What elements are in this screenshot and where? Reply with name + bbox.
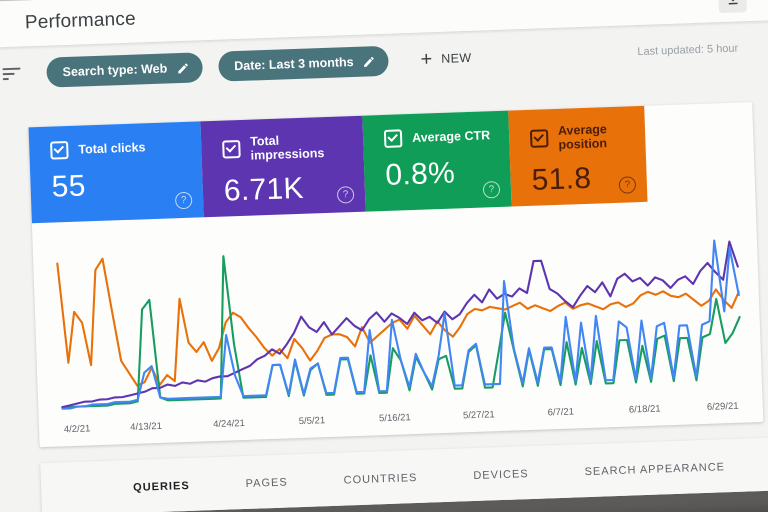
checkbox-checked-icon[interactable]: [50, 140, 69, 160]
series-line-total-impressions: [61, 240, 739, 409]
metric-card-header: Average CTR: [383, 126, 498, 148]
search-type-filter-label: Search type: Web: [62, 61, 168, 80]
average-ctr-card[interactable]: Average CTR 0.8% ?: [362, 110, 512, 212]
tab-search-appearance[interactable]: SEARCH APPEARANCE: [584, 460, 726, 478]
filter-toolbar: Search type: Web Date: Last 3 months + N…: [0, 21, 768, 102]
series-line-average-ctr: [61, 255, 741, 409]
metric-value: 55: [51, 169, 87, 204]
checkbox-checked-icon[interactable]: [529, 129, 549, 148]
series-line-average-position: [56, 257, 740, 387]
tab-queries[interactable]: QUERIES: [132, 479, 190, 494]
new-filter-button[interactable]: + NEW: [420, 48, 472, 70]
edit-pencil-icon[interactable]: [176, 61, 189, 74]
x-axis-tick: 4/24/21: [213, 418, 245, 430]
x-axis-tick: 5/16/21: [379, 412, 411, 424]
performance-chart-panel: Total clicks 55 ? Total impressions 6.71…: [28, 102, 764, 448]
metric-card-header: Total clicks: [50, 137, 190, 160]
metric-card-header: Average position: [529, 121, 634, 153]
metric-label: Average CTR: [411, 128, 491, 145]
export-button[interactable]: [718, 0, 747, 14]
performance-line-chart: 4/2/21 4/13/21 4/24/21 5/5/21 5/16/21 5/…: [32, 198, 763, 447]
page-header: Performance: [0, 0, 768, 50]
total-impressions-card[interactable]: Total impressions 6.71K ?: [200, 115, 366, 218]
dimension-tabs-bar: QUERIES PAGES COUNTRIES DEVICES SEARCH A…: [40, 436, 768, 512]
metric-label: Average position: [557, 122, 608, 152]
chart-lines: [56, 239, 741, 410]
average-position-card[interactable]: Average position 51.8 ?: [508, 105, 648, 207]
plus-icon: +: [420, 48, 433, 71]
metric-value: 6.71K: [223, 171, 305, 208]
metric-card-header: Total impressions: [222, 131, 352, 163]
metric-label: Total clicks: [78, 140, 146, 157]
total-clicks-card[interactable]: Total clicks 55 ?: [28, 121, 204, 224]
tab-devices[interactable]: DEVICES: [473, 467, 529, 482]
x-axis-tick: 6/18/21: [629, 403, 661, 415]
metric-label: Total impressions: [249, 133, 325, 163]
tab-pages[interactable]: PAGES: [245, 476, 288, 490]
x-axis-tick: 5/5/21: [299, 415, 326, 427]
date-filter-label: Date: Last 3 months: [233, 54, 354, 74]
x-axis-tick: 4/13/21: [130, 421, 162, 433]
x-axis-tick: 5/27/21: [463, 409, 495, 421]
new-filter-label: NEW: [440, 50, 472, 66]
tab-countries[interactable]: COUNTRIES: [343, 471, 418, 487]
metric-value: 0.8%: [384, 156, 456, 192]
x-axis-labels: 4/2/21 4/13/21 4/24/21 5/5/21 5/16/21 5/…: [64, 401, 739, 436]
checkbox-checked-icon[interactable]: [222, 139, 241, 159]
series-line-total-clicks: [61, 239, 740, 410]
edit-pencil-icon[interactable]: [362, 55, 375, 68]
date-filter-chip[interactable]: Date: Last 3 months: [217, 45, 390, 82]
chart-svg: 4/2/21 4/13/21 4/24/21 5/5/21 5/16/21 5/…: [56, 239, 741, 436]
help-icon[interactable]: ?: [482, 180, 501, 199]
checkbox-checked-icon[interactable]: [383, 129, 403, 148]
filter-list-icon[interactable]: [2, 67, 21, 81]
x-axis-tick: 6/7/21: [547, 406, 574, 418]
search-type-filter-chip[interactable]: Search type: Web: [46, 52, 203, 88]
download-icon: [728, 0, 738, 4]
x-axis-tick: 4/2/21: [64, 423, 91, 435]
page-title: Performance: [24, 8, 137, 34]
last-updated-text: Last updated: 5 hour: [637, 42, 739, 59]
help-icon[interactable]: ?: [174, 191, 193, 210]
x-axis-tick: 6/29/21: [707, 401, 739, 413]
